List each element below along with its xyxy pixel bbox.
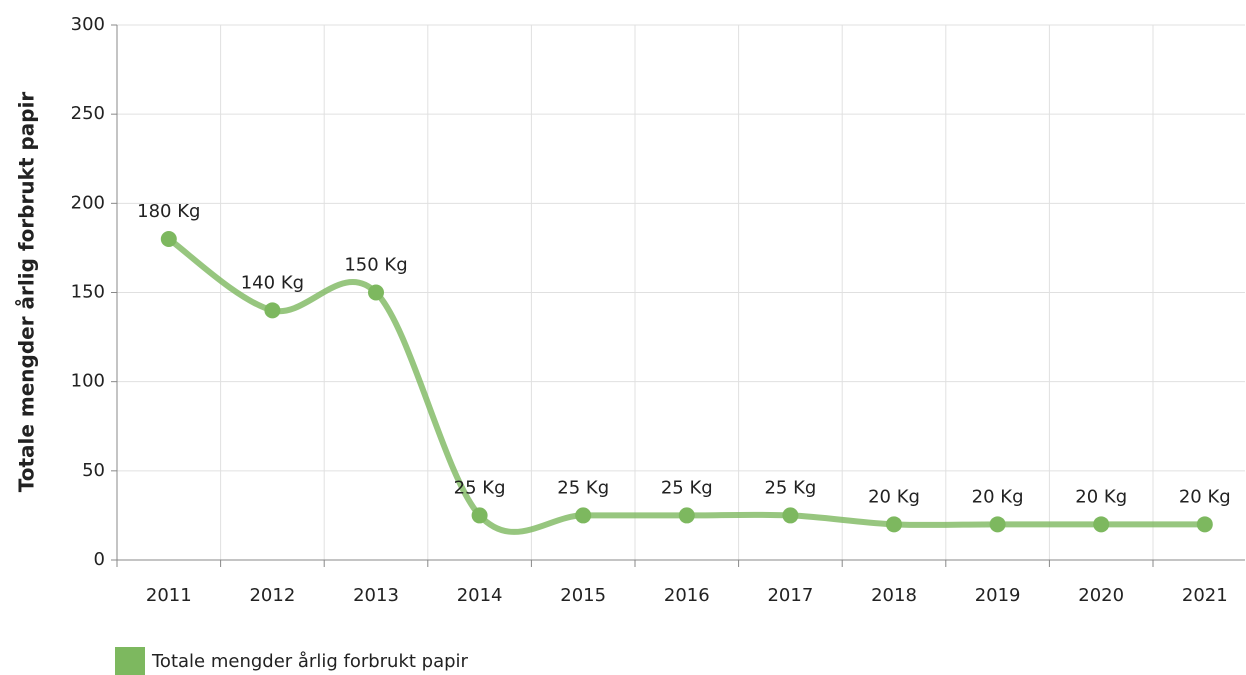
data-label: 20 Kg	[868, 486, 920, 507]
y-tick-label: 200	[71, 192, 105, 213]
x-tick-label: 2012	[249, 585, 295, 606]
point	[1093, 516, 1110, 533]
x-tick-label: 2019	[975, 585, 1021, 606]
x-tick-label: 2013	[353, 585, 399, 606]
data-label: 140 Kg	[241, 272, 304, 293]
x-tick-label: 2021	[1182, 585, 1228, 606]
data-label: 20 Kg	[1075, 486, 1127, 507]
data-label: 25 Kg	[454, 477, 506, 498]
x-tick-label: 2015	[560, 585, 606, 606]
y-tick-label: 300	[71, 14, 105, 35]
line	[165, 236, 1208, 535]
x-tick-label: 2018	[871, 585, 917, 606]
data-label: 150 Kg	[344, 255, 407, 276]
x-tick-label: 2016	[664, 585, 710, 606]
x-tick-label: 2011	[146, 585, 192, 606]
x-tick-label: 2017	[767, 585, 813, 606]
point	[782, 507, 799, 524]
point	[678, 507, 695, 524]
point	[368, 284, 384, 301]
x-tick-label: 2014	[457, 585, 503, 606]
data-label: 180 Kg	[137, 201, 200, 222]
point	[160, 231, 177, 247]
y-tick-label: 250	[71, 103, 105, 124]
data-label: 20 Kg	[1179, 486, 1231, 507]
y-tick-label: 50	[82, 460, 105, 481]
legend-swatch	[115, 647, 145, 675]
point	[1196, 516, 1213, 533]
point	[886, 516, 902, 533]
point	[575, 507, 592, 524]
y-tick-label: 0	[94, 549, 105, 570]
y-tick-label: 150	[71, 282, 105, 303]
point	[471, 507, 488, 524]
y-tick-label: 100	[71, 371, 105, 392]
data-label: 25 Kg	[764, 477, 816, 498]
point	[264, 302, 281, 319]
point	[989, 516, 1006, 533]
y-axis-title: Totale mengder årlig forbrukt papir	[15, 92, 39, 493]
data-label: 25 Kg	[661, 477, 713, 498]
legend-label: Totale mengder årlig forbrukt papir	[151, 651, 469, 672]
x-tick-label: 2020	[1078, 585, 1124, 606]
data-label: 25 Kg	[557, 477, 609, 498]
data-label: 20 Kg	[972, 486, 1024, 507]
